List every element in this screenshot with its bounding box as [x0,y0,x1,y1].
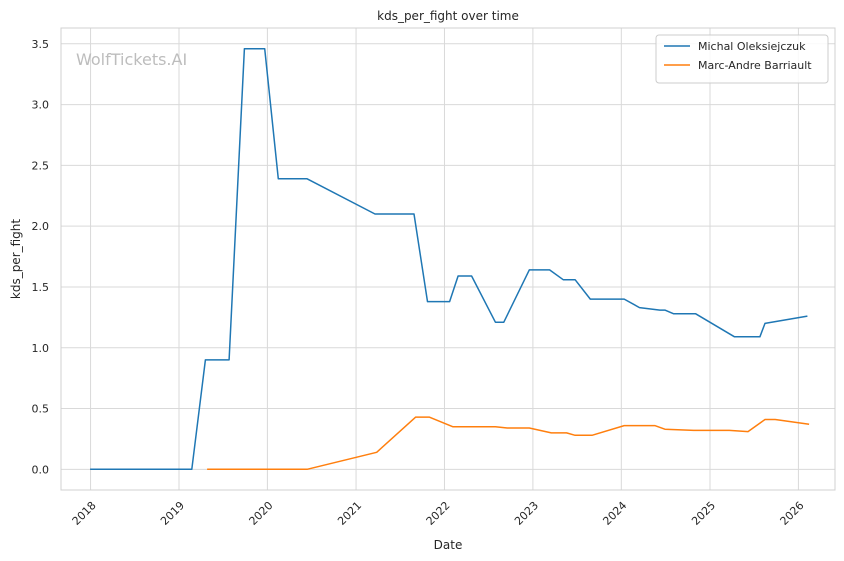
y-tick-label: 2.0 [32,220,50,233]
watermark: WolfTickets.AI [76,50,187,69]
series-line [90,47,808,471]
series-line [207,416,810,471]
y-tick-label: 0.5 [32,403,50,416]
series-layer [90,47,810,471]
y-tick-label: 0.0 [32,463,50,476]
y-tick-label: 2.5 [32,159,50,172]
y-axis-ticks: 0.0 0.5 1.0 1.5 2.0 2.5 3.0 3.5 [32,38,50,477]
legend-label: Michal Oleksiejczuk [698,40,806,53]
chart-title: kds_per_fight over time [377,9,519,23]
x-axis-label: Date [434,538,463,552]
grid [61,28,835,490]
plot-area [60,27,836,491]
legend-box [655,34,829,84]
y-tick-label: 3.5 [32,38,50,51]
legend: Michal Oleksiejczuk Marc-Andre Barriault [655,34,829,84]
y-axis-label: kds_per_fight [9,219,23,300]
y-tick-label: 1.0 [32,342,50,355]
y-tick-label: 3.0 [32,99,50,112]
y-tick-label: 1.5 [32,281,50,294]
legend-label: Marc-Andre Barriault [698,59,812,72]
